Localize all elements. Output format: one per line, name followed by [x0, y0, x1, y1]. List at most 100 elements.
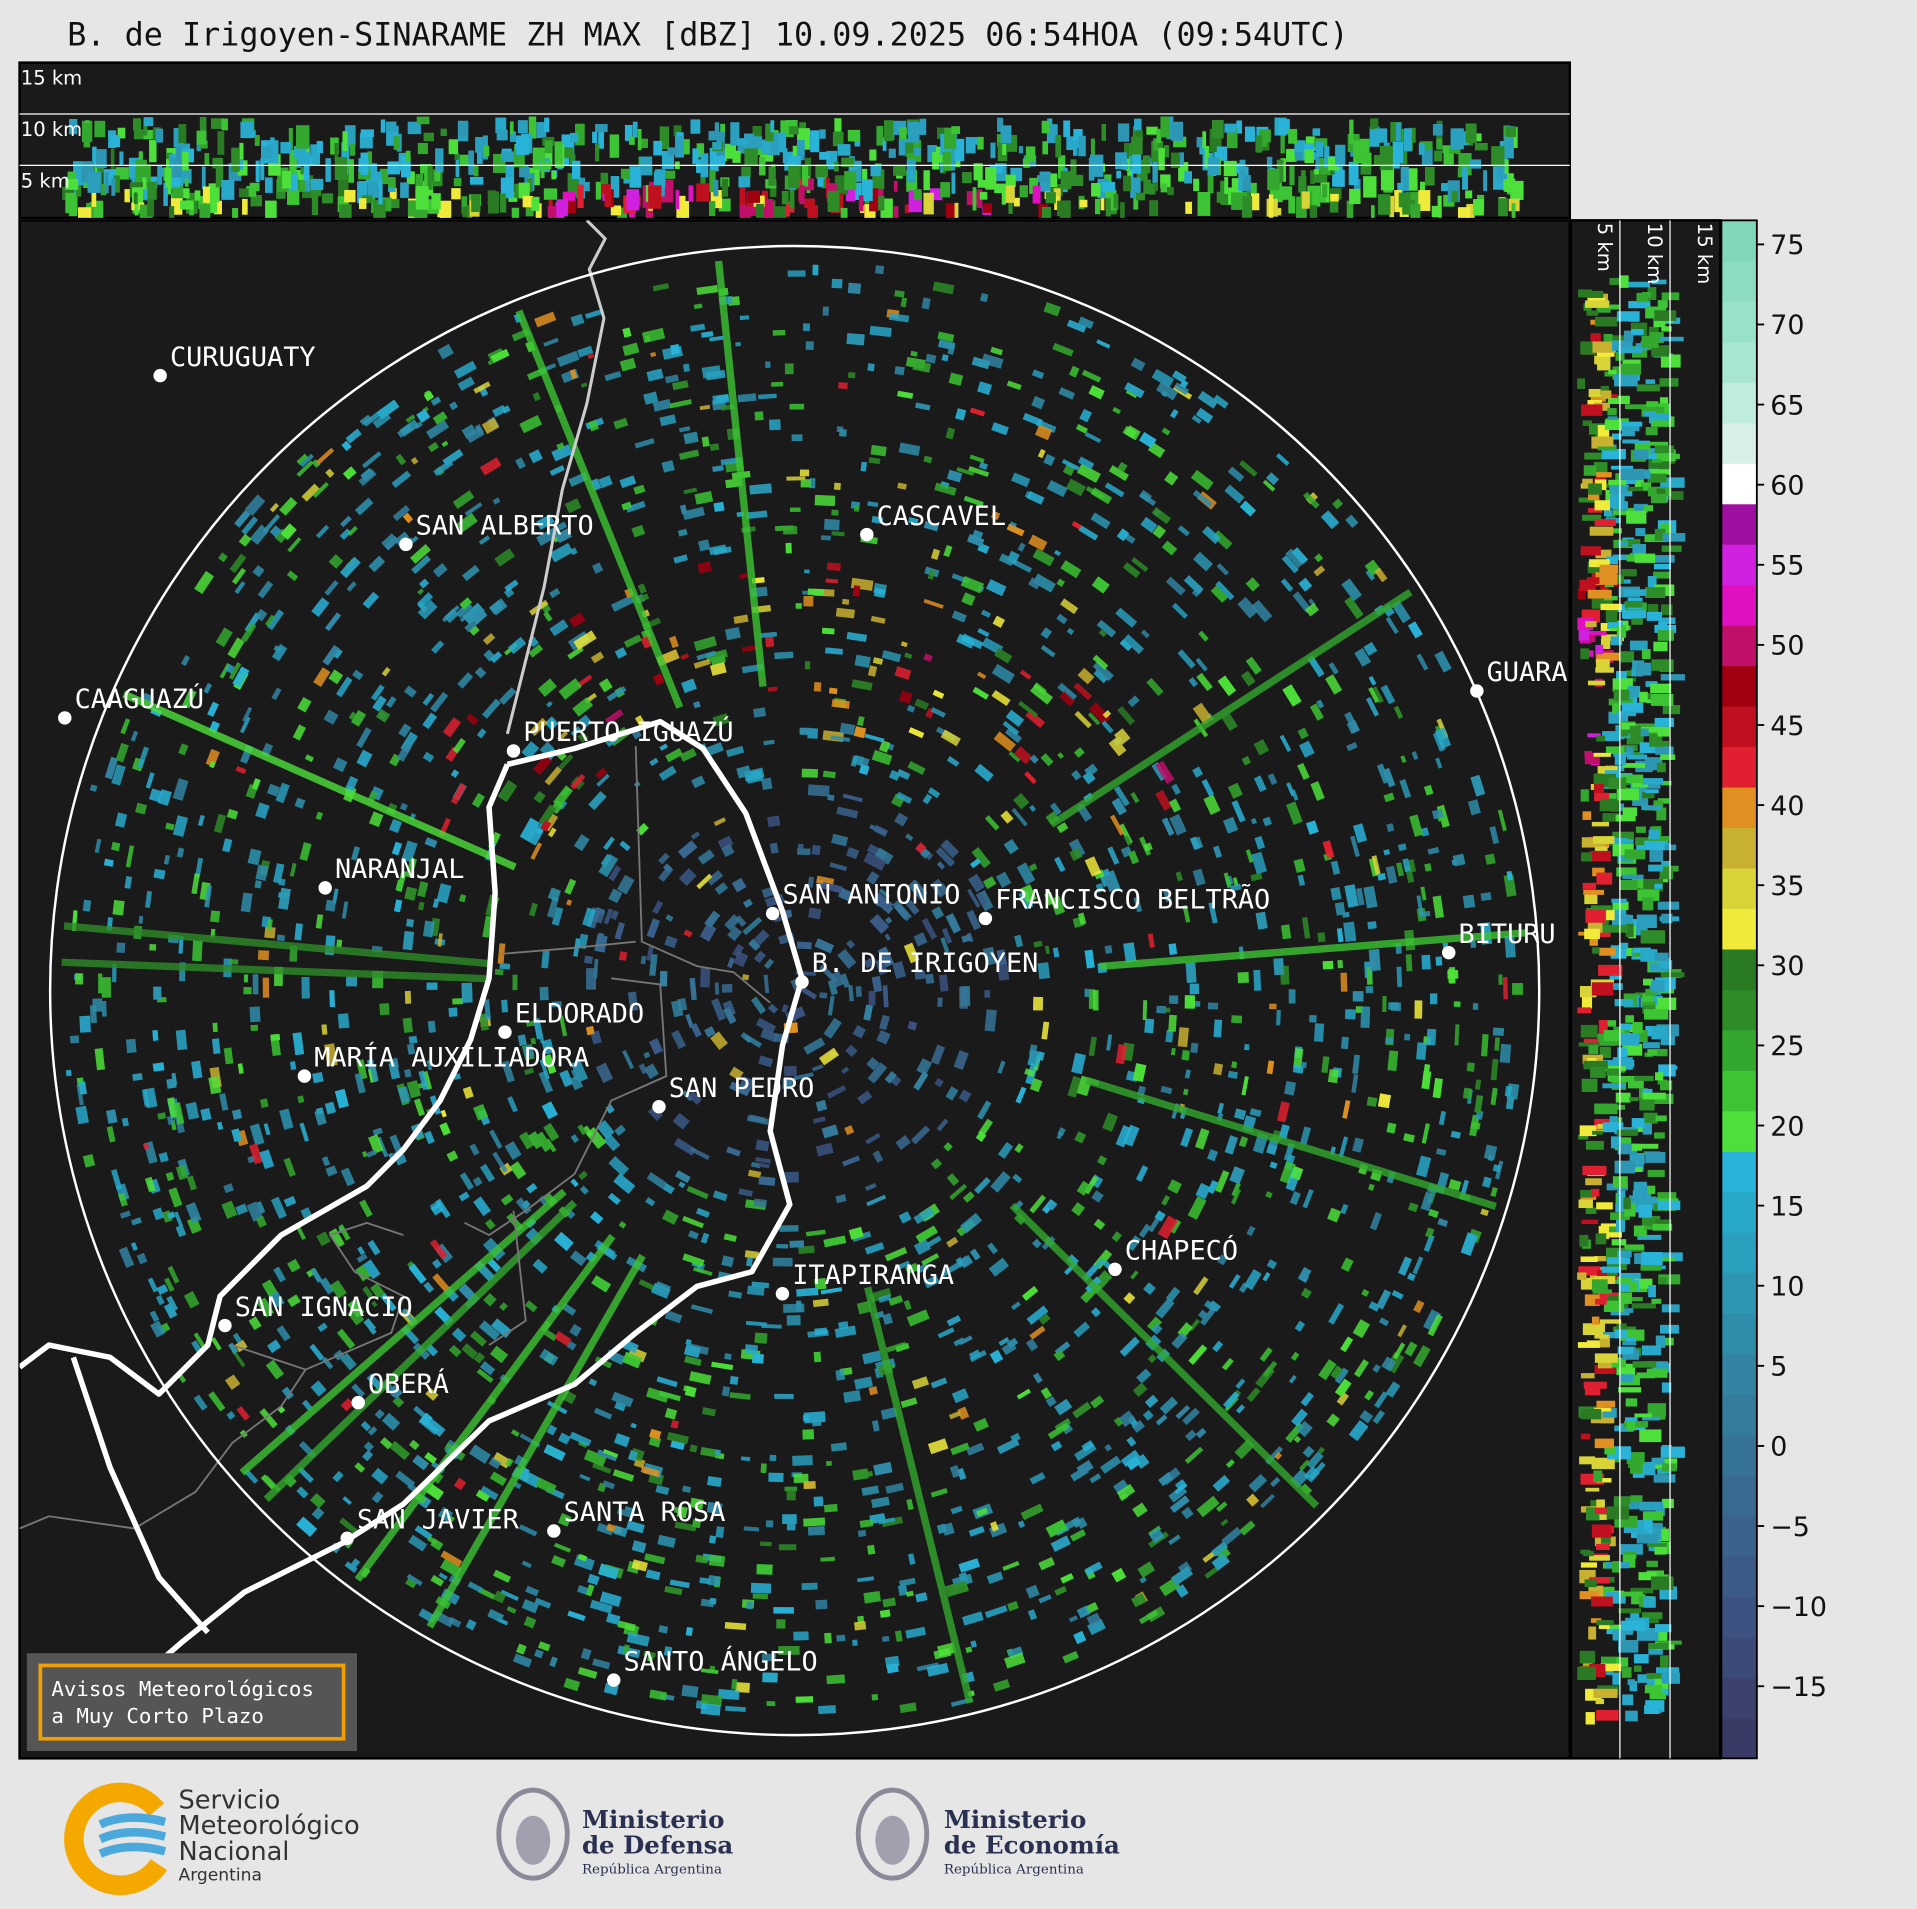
echo — [381, 1412, 401, 1431]
echo — [391, 470, 412, 488]
echo — [262, 514, 281, 534]
echo — [434, 171, 441, 182]
echo — [270, 1033, 281, 1041]
echo — [1505, 126, 1517, 137]
echo — [1250, 817, 1257, 825]
echo — [310, 178, 324, 191]
echo — [1584, 893, 1598, 905]
echo — [1465, 123, 1477, 143]
echo — [1057, 682, 1078, 701]
echo — [1059, 200, 1071, 218]
echo — [247, 848, 262, 866]
echo — [1613, 1496, 1631, 1508]
echo — [1655, 1115, 1667, 1122]
echo — [1653, 641, 1668, 652]
echo — [685, 1626, 693, 1637]
echo — [626, 189, 639, 211]
echo — [821, 627, 835, 635]
echo — [984, 990, 991, 998]
echo — [1197, 192, 1211, 216]
echo — [1300, 1061, 1307, 1069]
echo — [1102, 709, 1112, 719]
echo — [217, 131, 225, 155]
echo — [1316, 194, 1326, 203]
echo — [977, 1100, 992, 1120]
echo — [848, 984, 854, 1002]
echo — [239, 142, 244, 165]
echo — [803, 1037, 826, 1055]
echo — [449, 401, 459, 411]
echo — [186, 1216, 202, 1234]
echo — [994, 183, 1006, 194]
echo — [143, 117, 154, 127]
echo — [1123, 634, 1144, 655]
echo — [149, 1310, 160, 1323]
echo — [1623, 1197, 1631, 1210]
echo — [1659, 659, 1674, 673]
echo — [357, 181, 368, 204]
echo — [1379, 145, 1393, 171]
echo — [596, 1119, 615, 1139]
echo — [968, 873, 986, 893]
echo — [1450, 1130, 1461, 1139]
echo — [365, 163, 378, 183]
echo — [1589, 526, 1614, 536]
echo — [813, 1351, 822, 1363]
echo — [1586, 577, 1600, 584]
echo — [1617, 1250, 1632, 1258]
city-dot — [340, 1531, 354, 1546]
echo — [448, 1007, 458, 1017]
echo — [745, 1257, 753, 1267]
echo — [1632, 1022, 1643, 1034]
echo — [199, 116, 207, 139]
echo — [1155, 1297, 1175, 1319]
echo — [1269, 208, 1282, 216]
echo — [893, 180, 898, 192]
echo — [101, 1000, 107, 1017]
echo — [1153, 182, 1158, 191]
echo — [113, 175, 120, 193]
echo — [206, 192, 218, 213]
echo — [459, 154, 472, 166]
echo — [720, 123, 726, 137]
echo — [1651, 1298, 1662, 1304]
echo — [453, 178, 462, 187]
echo — [787, 270, 806, 277]
echo — [810, 130, 820, 153]
echo — [900, 1397, 918, 1409]
echo — [389, 1134, 403, 1154]
echo — [807, 784, 830, 797]
echo — [301, 976, 310, 999]
echo — [525, 1585, 540, 1597]
echo — [388, 177, 396, 188]
echo — [406, 171, 415, 185]
echo — [1588, 388, 1602, 398]
echo — [1596, 1620, 1614, 1626]
echo — [243, 987, 252, 995]
echo — [1348, 1420, 1369, 1442]
city-dot — [318, 881, 332, 895]
echo — [69, 118, 78, 135]
echo — [826, 1460, 832, 1466]
echo — [330, 137, 339, 155]
echo — [1591, 1279, 1608, 1292]
echo — [844, 171, 857, 190]
echo — [246, 186, 257, 197]
echo — [997, 117, 1004, 132]
echo — [530, 1037, 537, 1045]
echo — [222, 838, 233, 853]
echo — [1041, 206, 1052, 218]
echo — [799, 185, 805, 205]
echo — [257, 580, 274, 599]
echo — [1377, 194, 1391, 215]
echo — [898, 442, 921, 456]
echo — [73, 161, 82, 176]
echo — [528, 644, 544, 658]
echo — [203, 682, 213, 694]
echo — [905, 899, 920, 915]
echo — [532, 754, 553, 776]
echo — [1093, 990, 1099, 1011]
echo — [458, 1191, 470, 1202]
echo — [1504, 134, 1514, 159]
